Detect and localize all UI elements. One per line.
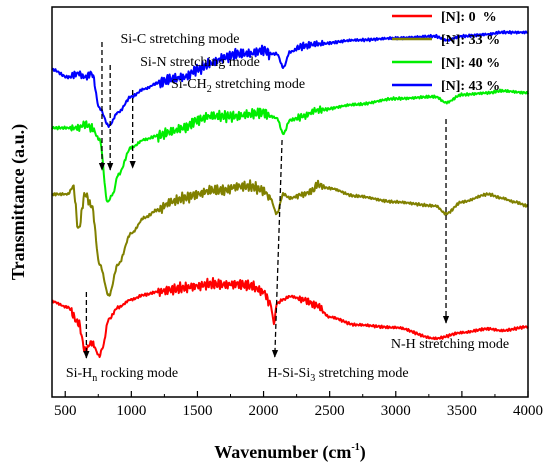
series-line	[51, 179, 529, 297]
annotation-label: N-H stretching mode	[391, 337, 509, 352]
x-tick-label: 4000	[513, 403, 543, 419]
legend-label: [N]: 33 %	[441, 33, 500, 48]
legend-label: [N]: 43 %	[441, 79, 500, 94]
plot-frame	[51, 6, 529, 398]
x-tick-label: 3500	[447, 403, 477, 419]
series-line	[51, 29, 529, 128]
x-tick-label: 2500	[315, 403, 345, 419]
series-line	[51, 277, 529, 359]
annotation-label: Si-N stretching mode	[140, 55, 260, 70]
series-layer	[51, 29, 529, 359]
x-axis-title-end: )	[360, 442, 366, 463]
annotation-arrow	[271, 139, 283, 358]
x-axis-ticks: 500 1000 1500 2000 2500 3000 3500 4000	[54, 391, 543, 419]
legend-label: [N]: 40 %	[441, 56, 500, 71]
x-axis-title-sup: -1	[351, 442, 359, 453]
x-tick-label: 3000	[381, 403, 411, 419]
legend-label: [N]: 0 %	[441, 10, 497, 25]
annotation-label: Si-CH2 stretching mode	[171, 77, 305, 95]
x-axis-title-main: Wavenumber (cm	[214, 442, 351, 463]
x-axis-title: Wavenumber (cm-1)	[214, 442, 366, 463]
annotation-layer: Si-C stretching mode Si-N stretching mode…	[66, 32, 509, 384]
x-tick-label: 1500	[182, 403, 212, 419]
x-tick-label: 1000	[116, 403, 146, 419]
x-tick-label: 2000	[249, 403, 279, 419]
series-line	[51, 88, 529, 203]
annotation-label: H-Si-Si3 stretching mode	[267, 366, 408, 384]
y-axis-title: Transmittance (a.u.)	[8, 124, 29, 280]
x-tick-label: 500	[54, 403, 77, 419]
legend: [N]: 0 % [N]: 33 % [N]: 40 % [N]: 43 %	[392, 10, 500, 94]
annotation-label: Si-Hn rocking mode	[66, 366, 178, 384]
annotation-label: Si-C stretching mode	[121, 32, 240, 47]
